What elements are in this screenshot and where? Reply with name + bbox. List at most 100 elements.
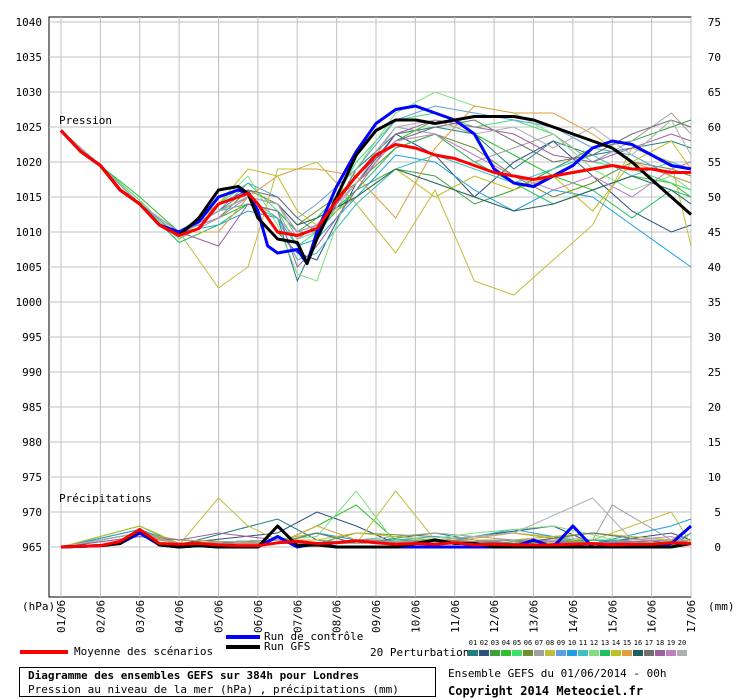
y-left-tick-label: 1005: [16, 261, 43, 274]
series-pressure-line: [59, 129, 691, 237]
y-left-unit-label: (hPa): [22, 600, 55, 613]
perturbation-number: 01: [468, 639, 478, 647]
perturbation-color: [556, 650, 566, 656]
y-left-tick-label: 995: [22, 331, 42, 344]
ensemble-info: Ensemble GEFS du 01/06/2014 - 00h: [448, 667, 667, 680]
y-right-tick-label: 65: [708, 86, 721, 99]
perturbation-number: 20: [677, 639, 687, 647]
x-date-label: 08/06: [331, 600, 344, 633]
perturbation-number: 06: [523, 639, 533, 647]
x-date-label: 11/06: [449, 600, 462, 633]
chart-grid: [48, 16, 692, 598]
perturbation-number: 03: [490, 639, 500, 647]
legend-perturbations-label: 20 Perturbations: [370, 646, 476, 659]
y-left-tick-label: 1010: [16, 226, 43, 239]
perturbation-number: 10: [567, 639, 577, 647]
perturbation-color: [655, 650, 665, 656]
perturbation-color: [567, 650, 577, 656]
x-date-label: 06/06: [252, 600, 265, 633]
perturbation-number: 02: [479, 639, 489, 647]
x-date-label: 17/06: [685, 600, 698, 633]
perturbation-color: [611, 650, 621, 656]
legend-mean-swatch: [20, 650, 68, 654]
x-date-label: 04/06: [173, 600, 186, 633]
perturbation-color: [666, 650, 676, 656]
legend-control-swatch: [226, 635, 260, 639]
perturbation-number: 11: [578, 639, 588, 647]
y-right-tick-label: 45: [708, 226, 721, 239]
perturbation-number: 04: [501, 639, 511, 647]
x-date-label: 14/06: [567, 600, 580, 633]
y-left-tick-label: 1035: [16, 51, 43, 64]
y-right-tick-label: 20: [708, 401, 721, 414]
y-left-tick-label: 985: [22, 401, 42, 414]
x-date-label: 15/06: [606, 600, 619, 633]
y-left-tick-label: 970: [22, 506, 42, 519]
y-right-tick-label: 75: [708, 16, 721, 29]
y-right-tick-label: 30: [708, 331, 721, 344]
perturbation-color: [479, 650, 489, 656]
perturbation-color: [600, 650, 610, 656]
legend-control-label: Run de contrôle: [264, 630, 364, 643]
perturbation-number: 19: [666, 639, 676, 647]
y-right-tick-label: 25: [708, 366, 721, 379]
perturbation-color: [589, 650, 599, 656]
perturbation-color: [677, 650, 687, 656]
series-pressure-line: [59, 104, 692, 265]
x-date-label: 09/06: [370, 600, 383, 633]
x-date-label: 10/06: [409, 600, 422, 633]
perturbation-color: [578, 650, 588, 656]
perturbation-color: [512, 650, 522, 656]
y-left-tick-label: 1025: [16, 121, 43, 134]
y-right-tick-label: 40: [708, 261, 721, 274]
legend-mean-label: Moyenne des scénarios: [74, 645, 214, 658]
x-date-label: 13/06: [528, 600, 541, 633]
chart-title-box: Diagramme des ensembles GEFS sur 384h po…: [19, 667, 436, 697]
series-precip-line: [60, 524, 692, 549]
perturbation-color: [545, 650, 555, 656]
perturbation-precip-line: [60, 497, 692, 548]
perturbation-number: 07: [534, 639, 544, 647]
main-series-lines: [59, 104, 692, 549]
perturbation-number: 17: [644, 639, 654, 647]
perturbation-number: 05: [512, 639, 522, 647]
perturbation-color: [468, 650, 478, 656]
y-right-unit-label: (mm): [708, 600, 735, 613]
y-right-tick-label: 70: [708, 51, 721, 64]
y-right-tick-label: 60: [708, 121, 721, 134]
x-date-label: 02/06: [94, 600, 107, 633]
y-left-tick-label: 975: [22, 471, 42, 484]
y-right-tick-label: 50: [708, 191, 721, 204]
chart-subtitle: Pression au niveau de la mer (hPa) , pré…: [28, 683, 399, 696]
perturbation-color: [523, 650, 533, 656]
legend-gfs-swatch: [226, 645, 260, 649]
perturbation-number: 16: [633, 639, 643, 647]
perturbation-color: [490, 650, 500, 656]
pressure-section-label: Pression: [59, 114, 112, 127]
chart-title: Diagramme des ensembles GEFS sur 384h po…: [28, 669, 360, 682]
perturbation-number: 12: [589, 639, 599, 647]
perturbation-number: 08: [545, 639, 555, 647]
perturbation-number: 14: [611, 639, 621, 647]
perturbation-number: 09: [556, 639, 566, 647]
perturbation-color: [633, 650, 643, 656]
precip-section-label: Précipitations: [59, 492, 152, 505]
perturbation-number: 15: [622, 639, 632, 647]
perturbation-color: [644, 650, 654, 656]
y-left-tick-label: 1040: [16, 16, 43, 29]
y-left-tick-label: 980: [22, 436, 42, 449]
x-date-label: 03/06: [134, 600, 147, 633]
x-date-label: 07/06: [291, 600, 304, 633]
series-precip-line: [60, 528, 692, 549]
perturbation-number: 13: [600, 639, 610, 647]
y-right-tick-label: 0: [714, 541, 721, 554]
y-right-tick-label: 10: [708, 471, 721, 484]
y-left-tick-label: 1015: [16, 191, 43, 204]
y-left-tick-label: 990: [22, 366, 42, 379]
x-date-label: 01/06: [55, 600, 68, 633]
y-right-tick-label: 35: [708, 296, 721, 309]
y-right-tick-label: 55: [708, 156, 721, 169]
y-right-tick-label: 15: [708, 436, 721, 449]
perturbation-color: [622, 650, 632, 656]
